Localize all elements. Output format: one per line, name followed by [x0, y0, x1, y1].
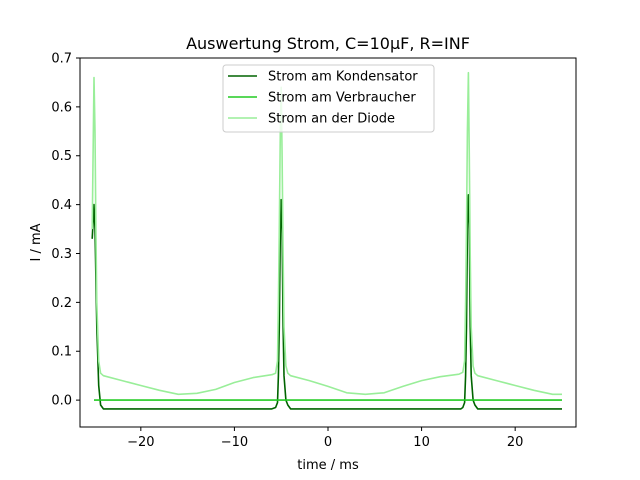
y-tick-label: 0.3	[51, 247, 72, 262]
x-tick-label: 0	[324, 435, 332, 450]
x-tick-label: −20	[127, 435, 154, 450]
x-tick-label: −10	[221, 435, 248, 450]
legend-label-3: Strom an der Diode	[268, 112, 395, 127]
chart-title: Auswertung Strom, C=10μF, R=INF	[186, 34, 470, 53]
y-tick-label: 0.5	[51, 149, 72, 164]
x-tick-label: 10	[413, 435, 430, 450]
x-axis-label: time / ms	[297, 458, 359, 473]
y-tick-label: 0.7	[51, 52, 72, 67]
legend-box	[222, 64, 435, 133]
plot-area	[79, 57, 577, 428]
y-tick-label: 0.4	[51, 198, 72, 213]
y-axis-label: I / mA	[29, 223, 44, 261]
series-line-3	[91, 71, 562, 396]
x-tick-label: 20	[507, 435, 524, 450]
y-tick-label: 0.6	[51, 100, 72, 115]
legend-label-1: Strom am Kondensator	[268, 70, 418, 85]
y-axis-ticks: 0.0 0.1 0.2 0.3 0.4 0.5 0.6 0.7	[51, 52, 80, 409]
y-tick-label: 0.0	[51, 394, 72, 409]
legend-label-2: Strom am Verbraucher	[268, 91, 416, 106]
y-tick-label: 0.1	[51, 345, 72, 360]
y-tick-label: 0.2	[51, 296, 72, 311]
legend: Strom am Kondensator Strom am Verbraucher…	[222, 64, 435, 133]
x-axis-ticks: −20 −10 0 10 20	[127, 427, 523, 450]
series-lines	[91, 71, 562, 410]
